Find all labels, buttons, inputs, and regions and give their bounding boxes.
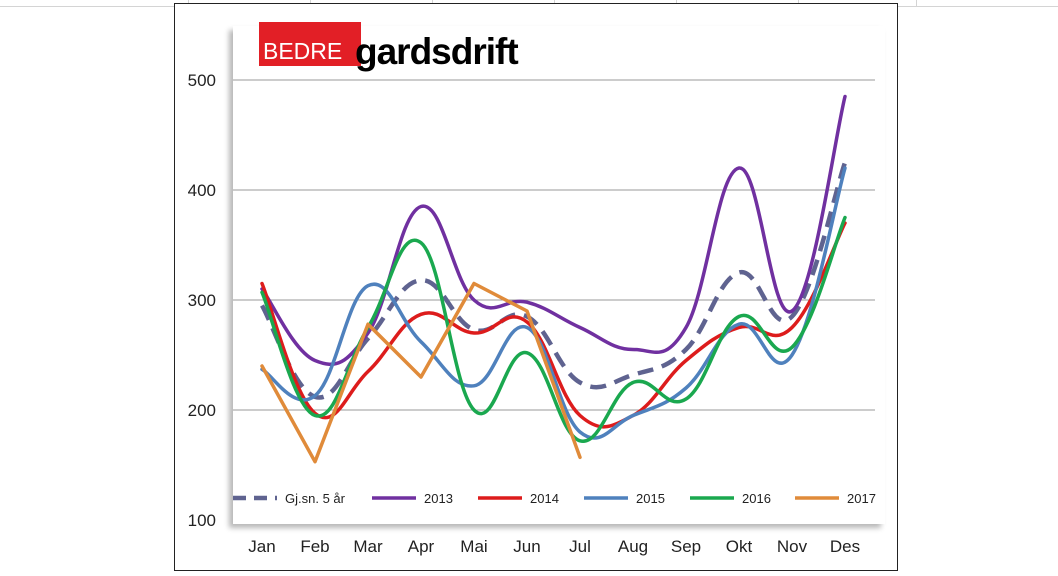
x-tick-label: Jan — [248, 537, 275, 556]
x-tick-label: Sep — [671, 537, 701, 556]
legend-label: 2014 — [530, 491, 559, 506]
legend-label: 2017 — [847, 491, 876, 506]
legend-label: 2013 — [424, 491, 453, 506]
y-tick-label: 400 — [188, 181, 216, 200]
column-divider — [916, 0, 917, 6]
x-tick-label: Mar — [353, 537, 383, 556]
series-line-2013 — [260, 94, 847, 366]
logo-bedre-text: BEDRE — [263, 38, 343, 64]
y-tick-label: 300 — [188, 291, 216, 310]
x-tick-label: Okt — [726, 537, 753, 556]
y-tick-label: 500 — [188, 71, 216, 90]
x-tick-label: Mai — [460, 537, 487, 556]
legend-label: 2016 — [742, 491, 771, 506]
legend-label: 2015 — [636, 491, 665, 506]
series-line-2017 — [260, 281, 582, 464]
x-tick-label: Apr — [408, 537, 435, 556]
x-tick-label: Jul — [569, 537, 591, 556]
series-line-2015 — [260, 166, 847, 440]
logo-gardsdrift-text: gardsdrift — [355, 31, 519, 72]
x-tick-label: Jun — [513, 537, 540, 556]
series-line-gj-sn-5-r — [260, 161, 848, 400]
logo-red-block — [259, 22, 361, 66]
plot-area — [233, 26, 885, 524]
legend-label: Gj.sn. 5 år — [285, 491, 346, 506]
y-tick-label: 200 — [188, 401, 216, 420]
y-tick-label: 100 — [188, 511, 216, 530]
x-tick-label: Des — [830, 537, 860, 556]
x-tick-label: Nov — [777, 537, 808, 556]
x-tick-label: Feb — [300, 537, 329, 556]
x-tick-label: Aug — [618, 537, 648, 556]
